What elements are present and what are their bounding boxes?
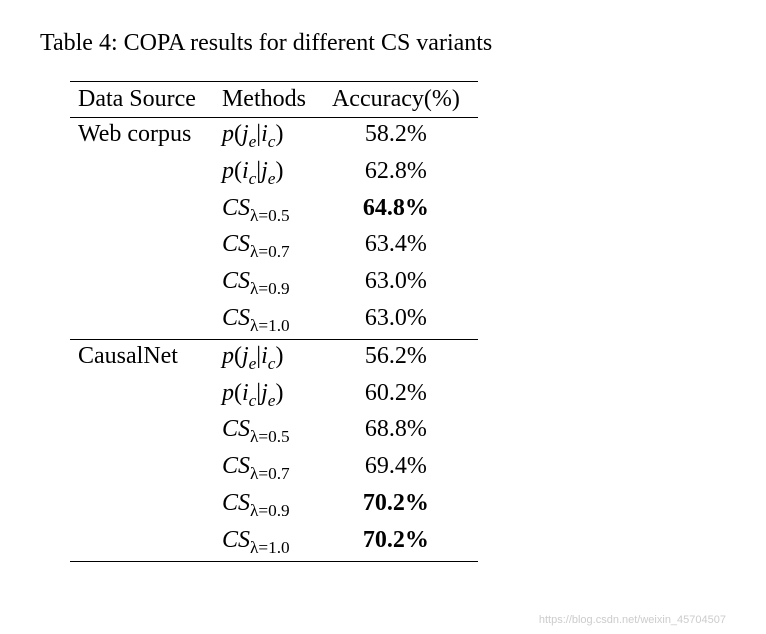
table-row: p(ic|je)62.8%: [70, 155, 478, 192]
table-row: p(ic|je)60.2%: [70, 377, 478, 414]
cell-accuracy: 62.8%: [324, 155, 478, 192]
cell-source: [70, 192, 214, 229]
cell-accuracy: 70.2%: [324, 524, 478, 561]
table-row: CSλ=0.769.4%: [70, 450, 478, 487]
table-row: CSλ=1.070.2%: [70, 524, 478, 561]
table-caption: Table 4: COPA results for different CS v…: [40, 30, 726, 57]
cell-source: [70, 228, 214, 265]
cell-source: Web corpus: [70, 118, 214, 155]
cell-source: [70, 302, 214, 339]
table-row: Web corpusp(je|ic)58.2%: [70, 118, 478, 155]
cell-accuracy: 60.2%: [324, 377, 478, 414]
cell-method: CSλ=0.5: [214, 192, 324, 229]
col-header-source: Data Source: [70, 82, 214, 118]
table-row: CSλ=1.063.0%: [70, 302, 478, 339]
cell-accuracy: 68.8%: [324, 413, 478, 450]
col-header-methods: Methods: [214, 82, 324, 118]
cell-method: p(je|ic): [214, 339, 324, 376]
table-row: CSλ=0.970.2%: [70, 487, 478, 524]
table-row: CSλ=0.568.8%: [70, 413, 478, 450]
cell-source: [70, 413, 214, 450]
cell-source: CausalNet: [70, 339, 214, 376]
cell-accuracy: 58.2%: [324, 118, 478, 155]
cell-accuracy: 56.2%: [324, 339, 478, 376]
cell-accuracy: 63.0%: [324, 302, 478, 339]
cell-method: CSλ=0.7: [214, 228, 324, 265]
cell-method: CSλ=1.0: [214, 302, 324, 339]
table-row: CSλ=0.564.8%: [70, 192, 478, 229]
table-body: Web corpusp(je|ic)58.2%p(ic|je)62.8%CSλ=…: [70, 118, 478, 562]
watermark-text: https://blog.csdn.net/weixin_45704507: [539, 614, 726, 626]
col-header-accuracy: Accuracy(%): [324, 82, 478, 118]
cell-method: p(ic|je): [214, 155, 324, 192]
cell-method: CSλ=0.9: [214, 265, 324, 302]
cell-method: CSλ=1.0: [214, 524, 324, 561]
cell-accuracy: 70.2%: [324, 487, 478, 524]
cell-source: [70, 450, 214, 487]
cell-method: p(je|ic): [214, 118, 324, 155]
cell-source: [70, 487, 214, 524]
cell-accuracy: 63.0%: [324, 265, 478, 302]
cell-method: p(ic|je): [214, 377, 324, 414]
cell-source: [70, 265, 214, 302]
results-table: Data Source Methods Accuracy(%) Web corp…: [70, 81, 478, 562]
table-row: CausalNetp(je|ic)56.2%: [70, 339, 478, 376]
table-row: CSλ=0.763.4%: [70, 228, 478, 265]
table-row: CSλ=0.963.0%: [70, 265, 478, 302]
cell-accuracy: 69.4%: [324, 450, 478, 487]
cell-method: CSλ=0.7: [214, 450, 324, 487]
cell-accuracy: 63.4%: [324, 228, 478, 265]
cell-method: CSλ=0.5: [214, 413, 324, 450]
cell-source: [70, 377, 214, 414]
cell-source: [70, 524, 214, 561]
cell-source: [70, 155, 214, 192]
cell-method: CSλ=0.9: [214, 487, 324, 524]
header-row: Data Source Methods Accuracy(%): [70, 82, 478, 118]
cell-accuracy: 64.8%: [324, 192, 478, 229]
